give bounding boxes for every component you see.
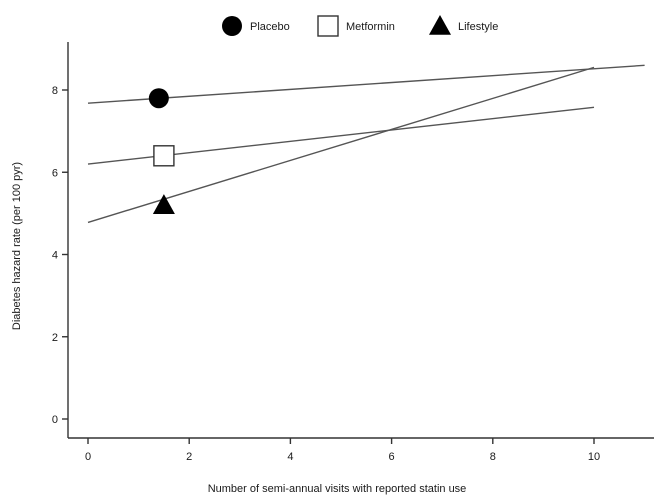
legend-label: Placebo: [250, 21, 290, 33]
y-tick-label: 4: [52, 250, 58, 262]
x-tick-label: 6: [389, 451, 395, 463]
y-tick-label: 0: [52, 414, 58, 426]
x-tick-label: 8: [490, 451, 496, 463]
series-line-placebo: [87, 64, 645, 104]
data-point-lifestyle: [152, 194, 175, 214]
x-tick-label: 0: [85, 451, 91, 463]
x-tick-label: 10: [588, 451, 600, 463]
y-tick-label: 8: [52, 85, 58, 97]
legend-item-lifestyle: Lifestyle: [429, 15, 498, 35]
legend: Placebo Metformin Lifestyle: [222, 15, 498, 37]
x-axis-title: Number of semi-annual visits with report…: [208, 483, 467, 495]
series-line-lifestyle: [87, 66, 595, 224]
plot-area: [87, 64, 645, 224]
x-tick-label: 4: [287, 451, 293, 463]
x-tick-label: 2: [186, 451, 192, 463]
legend-label: Metformin: [346, 21, 395, 33]
data-point-metformin: [153, 145, 175, 167]
legend-item-metformin: Metformin: [317, 15, 395, 37]
legend-marker-metformin: [317, 15, 339, 37]
legend-label: Lifestyle: [458, 21, 498, 33]
legend-marker-lifestyle: [429, 15, 451, 35]
y-tick-label: 6: [52, 167, 58, 179]
axes: 0 2 4 6 8 10 0 2 4 6 8 Number of semi-annual visits…: [11, 42, 654, 495]
legend-marker-placebo: [222, 16, 242, 36]
legend-item-placebo: Placebo: [222, 16, 290, 36]
y-axis-title: Diabetes hazard rate (per 100 pyr): [11, 162, 23, 330]
data-point-placebo: [148, 88, 169, 109]
y-tick-label: 2: [52, 332, 58, 344]
